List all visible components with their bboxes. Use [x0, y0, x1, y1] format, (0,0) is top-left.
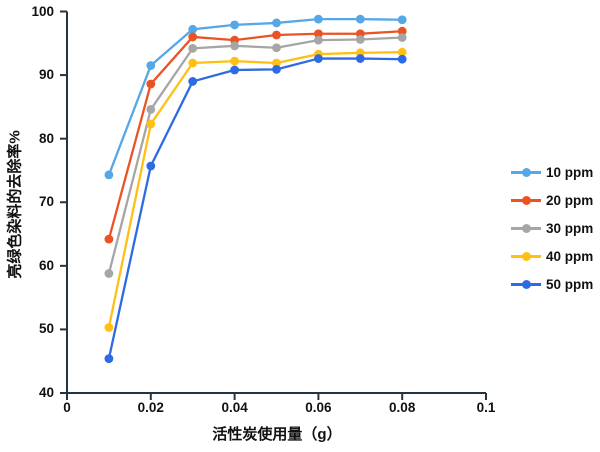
legend-marker-icon — [511, 190, 541, 210]
legend-item: 50 ppm — [511, 274, 593, 294]
x-tick-label: 0.1 — [476, 400, 496, 415]
y-axis-title: 亮绿色染料的去除率% — [6, 130, 24, 279]
y-tick-label: 70 — [38, 194, 54, 210]
legend-marker-icon — [511, 274, 541, 294]
legend: 10 ppm 20 ppm 30 ppm 40 ppm 50 ppm — [511, 162, 593, 294]
x-tick-label: 0.02 — [137, 400, 164, 415]
x-tick-label: 0.08 — [389, 400, 416, 415]
legend-label: 50 ppm — [546, 276, 594, 292]
legend-item: 10 ppm — [511, 162, 593, 182]
legend-marker-icon — [511, 162, 541, 182]
x-tick-label: 0.06 — [305, 400, 332, 415]
legend-item: 30 ppm — [511, 218, 593, 238]
x-axis-title: 活性炭使用量（g） — [212, 426, 342, 443]
y-tick-label: 60 — [38, 257, 54, 273]
legend-item: 20 ppm — [511, 190, 593, 210]
y-tick-label: 50 — [38, 321, 54, 337]
y-tick-label: 100 — [31, 3, 54, 19]
legend-marker-icon — [511, 246, 541, 266]
y-tick-label: 90 — [38, 67, 54, 83]
legend-label: 40 ppm — [546, 248, 594, 264]
legend-label: 30 ppm — [546, 220, 594, 236]
legend-marker-icon — [511, 218, 541, 238]
legend-label: 10 ppm — [546, 164, 594, 180]
legend-item: 40 ppm — [511, 246, 593, 266]
y-tick-label: 80 — [38, 130, 54, 146]
y-tick-label: 40 — [38, 385, 54, 400]
x-tick-label: 0.04 — [221, 400, 248, 415]
legend-label: 20 ppm — [546, 192, 594, 208]
x-tick-label: 0 — [63, 400, 71, 415]
